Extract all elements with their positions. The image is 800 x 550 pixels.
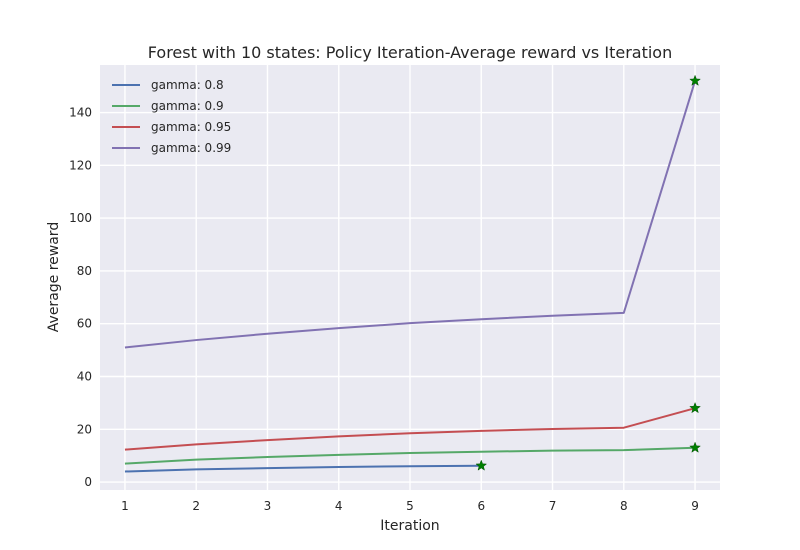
axis-ticks: 1 2 3 4 5 6 7 8 9 0 20 40 60 80 100 120 140: [69, 106, 699, 513]
x-axis-label: Iteration: [380, 518, 439, 534]
legend-label: gamma: 0.99: [151, 141, 231, 155]
grid-lines: [100, 65, 720, 490]
end-star-marker-icon: [475, 459, 488, 471]
x-tick-label: 8: [620, 499, 628, 513]
series-line-3: [124, 80, 697, 349]
end-star-marker-icon: [689, 74, 701, 86]
y-tick-label: 120: [69, 158, 92, 172]
series-line-0: [124, 464, 482, 473]
end-markers: [475, 74, 701, 471]
end-star-marker-icon: [689, 441, 701, 453]
x-tick-label: 6: [477, 499, 485, 513]
x-tick-label: 1: [121, 499, 129, 513]
x-tick-label: 7: [549, 499, 557, 513]
series-lines: [124, 80, 697, 473]
y-tick-label: 100: [69, 211, 92, 225]
y-tick-label: 80: [77, 264, 92, 278]
x-tick-label: 2: [192, 499, 200, 513]
series-line-1: [124, 446, 696, 465]
legend-label: gamma: 0.9: [151, 99, 224, 113]
x-tick-label: 4: [335, 499, 343, 513]
y-tick-label: 0: [84, 475, 92, 489]
series-line-2: [124, 407, 696, 451]
chart-title: Forest with 10 states: Policy Iteration-…: [148, 43, 672, 62]
y-tick-label: 140: [69, 106, 92, 120]
y-tick-label: 40: [77, 369, 92, 383]
legend-label: gamma: 0.95: [151, 120, 231, 134]
x-tick-label: 3: [264, 499, 272, 513]
end-star-marker-icon: [689, 401, 701, 414]
legend: gamma: 0.8 gamma: 0.9 gamma: 0.95 gamma: 0.…: [112, 78, 231, 155]
y-axis-label: Average reward: [46, 222, 62, 332]
y-tick-label: 20: [77, 422, 92, 436]
legend-label: gamma: 0.8: [151, 78, 224, 92]
y-tick-label: 60: [77, 317, 92, 331]
x-tick-label: 9: [691, 499, 699, 513]
x-tick-label: 5: [406, 499, 414, 513]
